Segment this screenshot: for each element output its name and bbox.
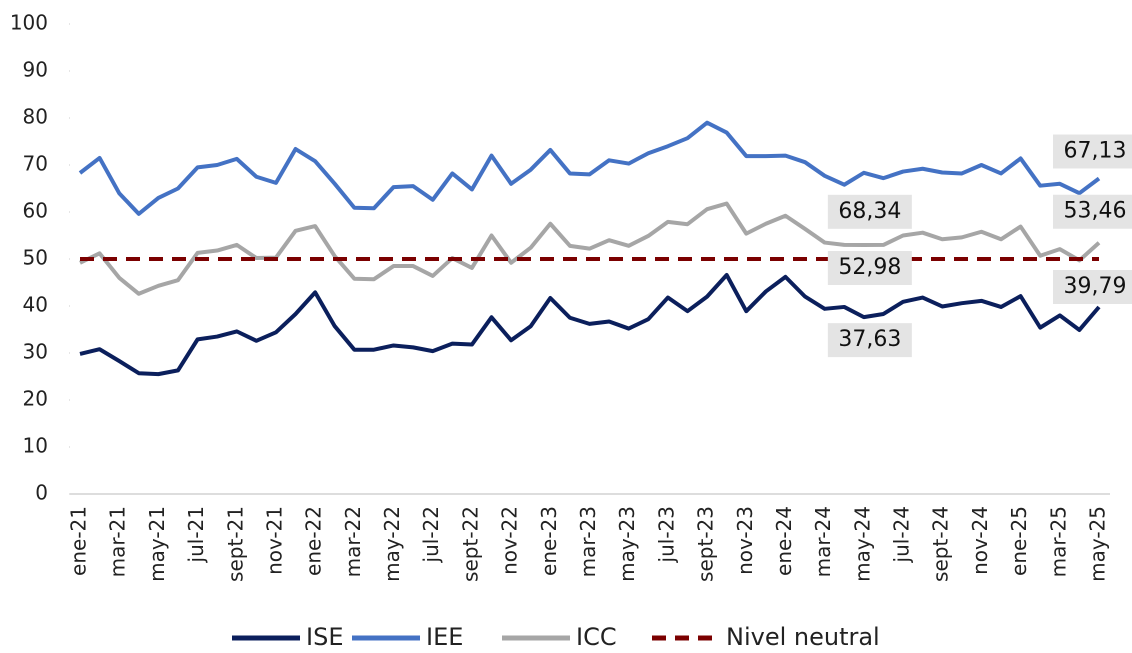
x-tick-label: ene-25 — [1007, 506, 1031, 576]
y-tick-label: 70 — [23, 152, 48, 176]
series-line — [79, 201, 1101, 296]
x-tick-label: mar-23 — [576, 506, 600, 577]
y-tick-label: 80 — [23, 105, 48, 129]
x-tick-label: sept-21 — [223, 506, 247, 582]
x-tick-label: mar-25 — [1046, 506, 1070, 577]
legend-label: IEE — [426, 623, 463, 651]
y-tick-label: 10 — [23, 434, 48, 458]
x-tick-label: may-23 — [615, 506, 639, 582]
legend-label: ISE — [306, 623, 343, 651]
x-tick-label: nov-23 — [733, 506, 757, 575]
y-tick-label: 90 — [23, 58, 48, 82]
x-tick-label: jul-22 — [419, 506, 443, 563]
legend-label: ICC — [576, 623, 617, 651]
y-tick-label: 30 — [23, 340, 48, 364]
y-tick-label: 40 — [23, 293, 48, 317]
data-label: 67,13 — [1064, 138, 1127, 163]
x-tick-label: ene-23 — [537, 506, 561, 576]
x-tick-label: mar-24 — [811, 506, 835, 577]
x-tick-label: ene-24 — [772, 506, 796, 576]
x-tick-label: sept-23 — [694, 506, 718, 582]
x-tick-label: may-21 — [145, 506, 169, 582]
data-label: 53,46 — [1064, 199, 1127, 224]
data-label: 37,63 — [838, 327, 901, 352]
x-tick-label: may-22 — [380, 506, 404, 582]
data-label-box — [1053, 269, 1132, 304]
x-tick-label: sept-22 — [458, 506, 482, 582]
y-tick-label: 20 — [23, 387, 48, 411]
x-tick-label: ene-22 — [302, 506, 326, 576]
data-label-box — [827, 250, 912, 285]
y-tick-label: 60 — [23, 199, 48, 223]
data-label-box — [827, 194, 912, 229]
y-tick-label: 0 — [35, 481, 48, 505]
y-tick-label: 100 — [10, 11, 48, 35]
x-tick-label: may-24 — [850, 506, 874, 582]
x-tick-label: nov-21 — [262, 506, 286, 575]
x-tick-label: nov-24 — [968, 506, 992, 575]
legend-label: Nivel neutral — [726, 623, 880, 651]
x-tick-label: nov-22 — [498, 506, 522, 575]
data-label: 52,98 — [838, 255, 901, 280]
x-tick-label: may-25 — [1086, 506, 1110, 582]
x-tick-label: mar-22 — [341, 506, 365, 577]
series-line — [79, 272, 1101, 377]
x-tick-label: jul-23 — [654, 506, 678, 563]
x-tick-label: jul-21 — [184, 506, 208, 563]
data-label-box — [1053, 134, 1132, 169]
data-label: 39,79 — [1064, 274, 1127, 299]
x-tick-label: sept-24 — [929, 506, 953, 582]
data-label: 68,34 — [838, 199, 901, 224]
x-tick-label: jul-24 — [890, 506, 914, 563]
data-label-box — [1053, 194, 1132, 229]
x-tick-label: mar-21 — [106, 506, 130, 577]
data-label-box — [827, 323, 912, 358]
series-line — [78, 120, 1101, 216]
x-tick-label: ene-21 — [67, 506, 91, 576]
y-tick-label: 50 — [23, 246, 48, 270]
